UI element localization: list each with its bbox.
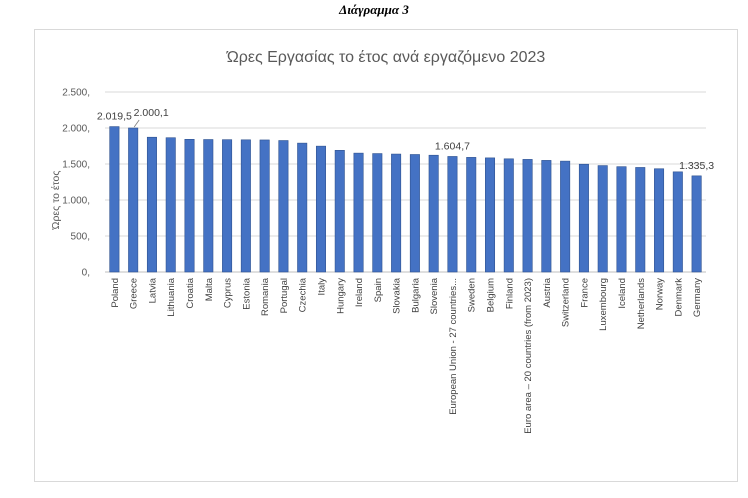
x-category-label: Slovakia xyxy=(392,277,403,314)
x-category-label: Denmark xyxy=(673,278,684,317)
x-category-label: Hungary xyxy=(335,278,346,314)
x-category-label: Switzerland xyxy=(561,278,572,327)
x-category-label: Netherlands xyxy=(636,278,647,329)
x-category-label: Romania xyxy=(260,277,271,316)
bar xyxy=(503,158,514,273)
x-category-label: Germany xyxy=(692,278,703,317)
data-label: 2.019,5 xyxy=(97,111,132,123)
bar xyxy=(672,171,683,273)
bar xyxy=(654,168,665,273)
bar xyxy=(222,139,233,273)
bar xyxy=(203,139,214,273)
x-category-label: Euro area – 20 countries (from 2023) xyxy=(523,278,534,434)
bar xyxy=(184,139,195,273)
x-category-label: European Union - 27 countries... xyxy=(448,278,459,415)
bar xyxy=(578,163,589,273)
bar xyxy=(259,139,270,273)
chart-frame: Ώρες Εργασίας το έτος ανά εργαζόμενο 202… xyxy=(34,29,738,482)
data-label: 1.335,3 xyxy=(679,160,714,172)
x-category-label: Norway xyxy=(655,278,666,310)
x-category-label: Poland xyxy=(110,278,121,308)
figure-caption: Διάγραμμα 3 xyxy=(339,2,409,17)
y-tick-label: 0, xyxy=(82,268,90,279)
y-tick-label: 2.000, xyxy=(62,124,90,135)
bar xyxy=(372,153,383,273)
category-labels: Poland Greece Latvia Lithuania Croatia Malta C… xyxy=(110,277,703,433)
x-category-label: Latvia xyxy=(147,277,158,303)
x-category-label: Sweden xyxy=(467,278,478,312)
x-category-label: France xyxy=(579,278,590,308)
gridlines xyxy=(105,91,706,273)
bar xyxy=(165,137,176,273)
data-label: 1.604,7 xyxy=(435,140,470,152)
data-label-leader xyxy=(133,119,140,128)
y-axis-ticks: 0, 500, 1.000, 1.500, 2.000, 2.500, xyxy=(62,88,90,279)
bar xyxy=(635,167,646,273)
y-tick-label: 1.000, xyxy=(62,196,90,207)
x-category-label: Austria xyxy=(542,277,553,307)
y-axis-title: Ώρες το έτος xyxy=(50,171,62,231)
bar xyxy=(391,153,402,273)
x-category-label: Lithuania xyxy=(166,277,177,316)
x-category-label: Spain xyxy=(373,278,384,302)
bar xyxy=(522,159,533,273)
x-category-label: Slovenia xyxy=(429,277,440,314)
bar xyxy=(597,165,608,273)
y-tick-label: 1.500, xyxy=(62,160,90,171)
x-category-label: Iceland xyxy=(617,278,628,309)
bar xyxy=(146,136,157,273)
bar xyxy=(447,156,458,273)
x-category-label: Italy xyxy=(316,278,327,296)
x-category-label: Ireland xyxy=(354,278,365,307)
x-category-label: Belgium xyxy=(486,278,497,312)
data-label: 2.000,1 xyxy=(134,107,169,119)
x-category-label: Croatia xyxy=(185,277,196,308)
bar xyxy=(334,150,345,273)
x-category-label: Cyprus xyxy=(223,278,234,308)
bar xyxy=(240,139,251,273)
x-category-label: Bulgaria xyxy=(410,277,421,313)
bar xyxy=(315,145,326,273)
y-tick-label: 2.500, xyxy=(62,88,90,99)
x-category-label: Estonia xyxy=(241,277,252,309)
bar xyxy=(428,154,439,273)
bar-chart: Ώρες Εργασίας το έτος ανά εργαζόμενο 202… xyxy=(50,49,714,434)
data-labels: 2.019,5 2.000,1 1.604,7 1.335,3 xyxy=(97,107,714,172)
bar xyxy=(560,160,571,273)
x-category-label: Portugal xyxy=(279,278,290,313)
y-tick-label: 500, xyxy=(71,232,90,243)
bar xyxy=(128,127,139,273)
x-category-label: Finland xyxy=(504,278,515,309)
bar xyxy=(297,142,308,273)
bar xyxy=(109,126,120,273)
x-category-label: Malta xyxy=(204,277,215,301)
bar xyxy=(541,160,552,273)
bar xyxy=(691,175,702,273)
bar xyxy=(466,157,477,273)
x-category-label: Czechia xyxy=(298,277,309,312)
x-category-label: Greece xyxy=(129,278,140,309)
bar xyxy=(485,157,496,273)
bar xyxy=(616,166,627,273)
bar xyxy=(409,154,420,273)
bar xyxy=(278,140,289,273)
bars xyxy=(109,126,702,273)
x-category-label: Luxembourg xyxy=(598,278,609,331)
bar xyxy=(353,152,364,273)
chart-title: Ώρες Εργασίας το έτος ανά εργαζόμενο 202… xyxy=(226,49,546,66)
